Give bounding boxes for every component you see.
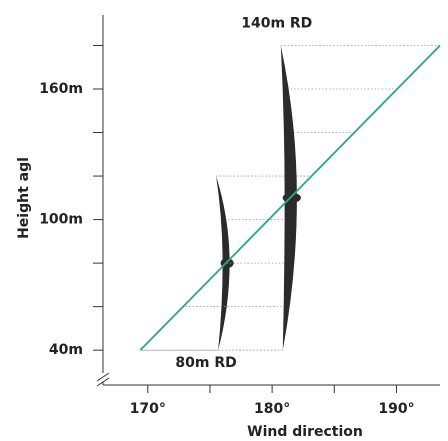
- x-tick-label: 170°: [130, 401, 166, 417]
- turbine-label: 140m RD: [241, 15, 312, 31]
- x-tick-label: 190°: [378, 401, 414, 417]
- veer-line: [139, 44, 441, 351]
- break-mark: [96, 372, 110, 382]
- x-axis-title: Wind direction: [247, 424, 363, 440]
- x-tick-label: 180°: [254, 401, 290, 417]
- y-axis-title: Height agl: [16, 157, 32, 239]
- y-tick-label: 40m: [49, 342, 83, 358]
- hub: [282, 192, 301, 203]
- y-tick-label: 160m: [39, 81, 83, 97]
- turbine-label: 80m RD: [175, 355, 236, 371]
- y-tick-label: 100m: [39, 212, 83, 228]
